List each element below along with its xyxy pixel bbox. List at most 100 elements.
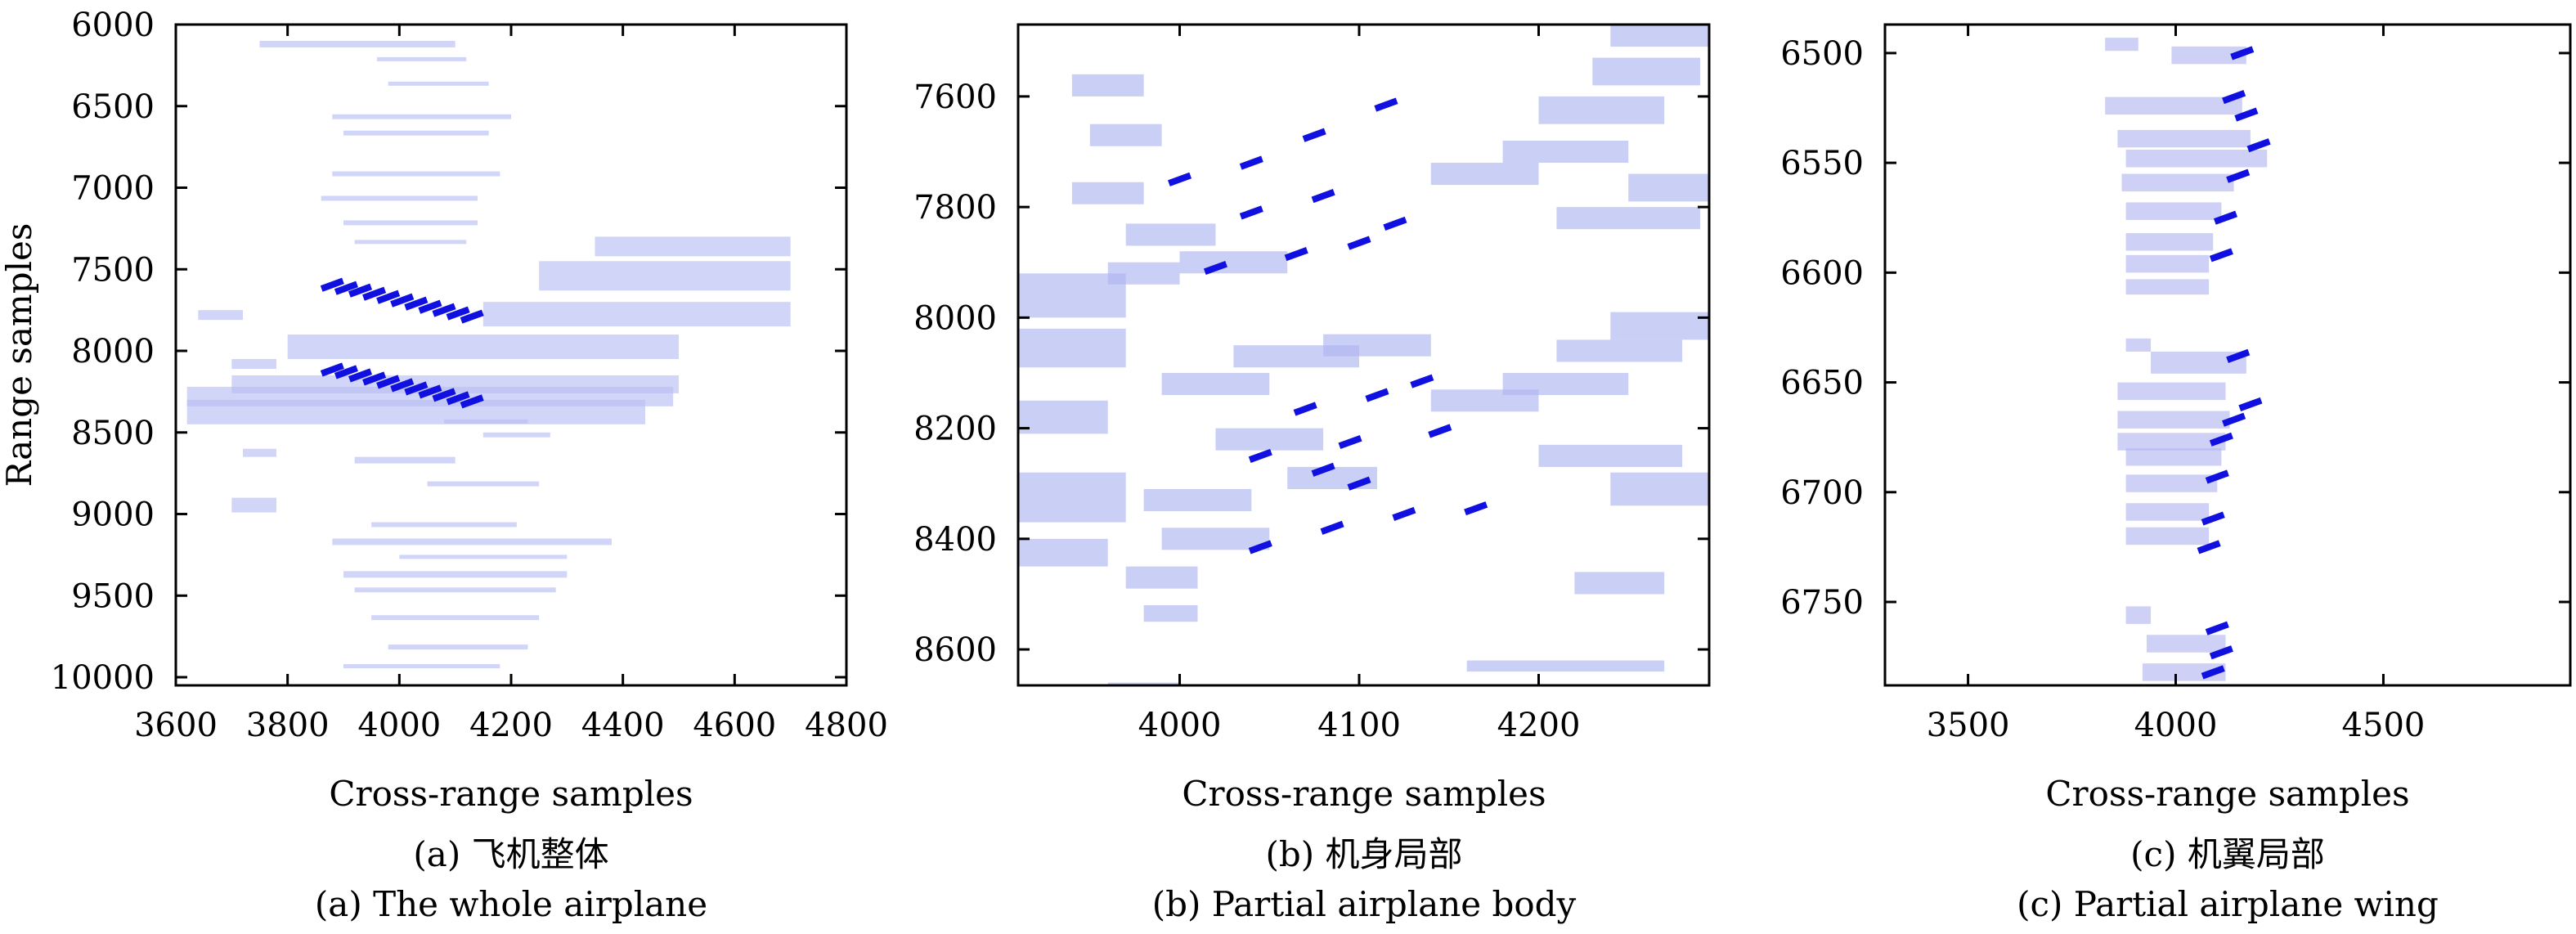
panel-c-ytick-label-3: 6650 — [1780, 365, 1864, 402]
panel-a-point-0 — [320, 277, 344, 292]
panel-c-point-16 — [2201, 665, 2225, 680]
panel-a-xlabel: Cross-range samples — [329, 774, 693, 814]
panel-a-caption-en: (a) The whole airplane — [315, 884, 707, 924]
panel-b-point-18 — [1248, 540, 1272, 555]
panel-a-point-20 — [446, 391, 470, 406]
panel-a-xtick-label-2: 4000 — [357, 707, 441, 744]
panel-a-point-14 — [362, 371, 387, 386]
panel-a-ytick-label-3: 7500 — [71, 251, 155, 289]
panel-b-speckle-10 — [1179, 251, 1288, 274]
panel-b-caption-cn: (b) 机身局部 — [1265, 834, 1462, 874]
panel-c-speckle-11 — [2117, 382, 2226, 401]
panel-c-point-4 — [2226, 168, 2251, 183]
panel-b-speckle-13 — [1323, 334, 1431, 357]
panel-a-xtick-label-5: 4600 — [693, 707, 776, 744]
panel-c-speckle-6 — [2125, 233, 2214, 251]
panel-b-point-20 — [1392, 506, 1416, 521]
panel-c-xtick-label-2: 4500 — [2342, 707, 2426, 744]
panel-a-xtick-label-0: 3600 — [134, 707, 218, 744]
panel-c-frame — [1883, 23, 2572, 687]
panel-a-speckle-6 — [595, 236, 791, 257]
panel-a-ytick-label-6: 9000 — [71, 496, 155, 534]
panel-a-point-3 — [362, 286, 387, 301]
panel-b-point-14 — [1338, 434, 1362, 450]
panel-b-point-0 — [1168, 172, 1192, 186]
panel-b-speckle-20 — [1538, 96, 1665, 124]
panel-c-caption-cn: (c) 机翼局部 — [2130, 834, 2325, 874]
panel-c-point-12 — [2201, 511, 2225, 526]
panel-b-speckle-8 — [1125, 223, 1216, 246]
panel-c-xtick-label-1: 4000 — [2134, 707, 2218, 744]
panel-b-speckle-28 — [1610, 312, 1709, 340]
panel-a-point-2 — [348, 283, 373, 298]
panel-a-point-18 — [418, 384, 442, 399]
panel-a-speckle-19 — [388, 81, 489, 86]
panel-b-speckle-33 — [1574, 572, 1665, 595]
panel-c-speckle-2 — [2117, 129, 2251, 148]
panel-b-speckle-2 — [1018, 400, 1108, 434]
panel-c-caption-en: (c) Partial airplane wing — [2017, 884, 2439, 924]
panel-b-speckle-5 — [1071, 74, 1144, 97]
panel-b-ytick-label-3: 8200 — [913, 411, 997, 448]
panel-c-point-10 — [2209, 432, 2233, 447]
panel-a-xtick-label-3: 4200 — [469, 707, 553, 744]
panel-a-speckle-27 — [399, 555, 568, 559]
panel-b-point-12 — [1365, 388, 1389, 402]
panel-b-xtick-label-2: 4200 — [1497, 707, 1581, 744]
panel-a-speckle-5 — [539, 261, 791, 291]
panel-c-speckle-4 — [2121, 173, 2234, 192]
panel-a-speckle-25 — [343, 664, 500, 669]
panel-b-speckle-30 — [1610, 472, 1709, 506]
panel-b-speckle-26 — [1502, 372, 1629, 396]
panel-b-speckle-17 — [1161, 528, 1270, 550]
panel-b-speckle-9 — [1107, 262, 1180, 285]
panel-a-speckle-10 — [243, 448, 276, 457]
panel-b-speckle-4 — [1018, 538, 1108, 567]
panel-a-point-4 — [376, 290, 401, 304]
panel-c-point-0 — [2230, 46, 2255, 61]
panel-a-speckle-11 — [259, 40, 456, 47]
panel-b-point-1 — [1239, 155, 1263, 170]
panel-b-speckle-35 — [1107, 682, 1180, 685]
panel-a-point-10 — [460, 309, 484, 324]
panel-c-speckle-18 — [2125, 606, 2152, 624]
panel-c-speckle-16 — [2125, 503, 2210, 521]
panel-a-point-16 — [390, 378, 415, 393]
panel-b-point-3 — [1374, 97, 1398, 112]
panel-a-speckle-31 — [444, 419, 528, 424]
panel-a-speckle-29 — [427, 481, 540, 487]
panel-c-speckle-15 — [2125, 474, 2218, 492]
panel-a-speckle-15 — [321, 195, 478, 201]
panel-b-point-13 — [1410, 374, 1434, 388]
panel-b-speckle-11 — [1161, 372, 1270, 396]
panel-a-point-19 — [432, 388, 456, 402]
panel-a-speckle-14 — [332, 171, 500, 177]
panel-c-point-15 — [2209, 645, 2233, 660]
panel-c-speckle-10 — [2151, 351, 2246, 374]
panel-b-speckle-15 — [1287, 466, 1377, 489]
panel-b-point-6 — [1383, 216, 1407, 231]
panel-b-ytick-label-1: 7800 — [913, 189, 997, 227]
panel-c-speckle-21 — [2105, 38, 2138, 52]
panel-b-xtick-label-1: 4100 — [1317, 707, 1401, 744]
panel-a-speckle-28 — [354, 456, 456, 464]
panel-a-point-7 — [418, 299, 442, 314]
panel-a-speckle-22 — [354, 587, 556, 593]
panel-b-point-9 — [1203, 260, 1227, 276]
panel-c-speckle-13 — [2117, 433, 2226, 451]
panel-a-xticks: 3600 3800 4000 4200 4400 4600 4800 — [134, 25, 888, 744]
panel-a-ytick-label-2: 7000 — [71, 170, 155, 208]
panel-a-point-9 — [446, 306, 470, 321]
panel-b-speckle-24 — [1628, 173, 1709, 202]
panel-a-speckle-9 — [231, 497, 276, 513]
panel-a-point-11 — [320, 362, 344, 377]
panel-a-ytick-label-5: 8500 — [71, 415, 155, 452]
panel-c-point-3 — [2246, 138, 2271, 153]
panel-b-speckle-6 — [1089, 123, 1162, 146]
panel-c-point-8 — [2238, 397, 2263, 411]
panel-c-ytick-label-1: 6550 — [1780, 145, 1864, 182]
panel-b-point-4 — [1239, 205, 1263, 220]
panel-c-point-2 — [2234, 107, 2259, 122]
panel-c-point-7 — [2226, 348, 2251, 363]
